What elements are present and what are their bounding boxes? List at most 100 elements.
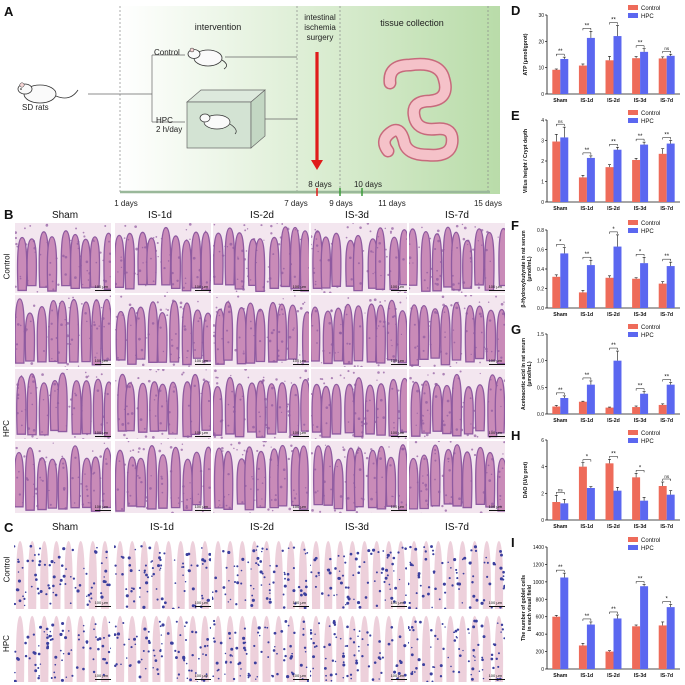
ab-row-control: Control <box>2 556 12 583</box>
y-tick-label: 200 <box>536 650 545 656</box>
bar-hpc <box>666 607 675 669</box>
day-label: 7 days <box>284 199 308 208</box>
sig-label: ** <box>558 565 563 571</box>
sig-bracket <box>582 256 592 260</box>
he-micrograph: 100 μm <box>408 222 506 294</box>
bar-control <box>578 65 587 94</box>
control-rat-icon <box>187 47 227 70</box>
sig-label: * <box>586 455 589 461</box>
sig-label: * <box>639 249 642 255</box>
sig-label: ns <box>558 487 564 492</box>
sig-label: ** <box>585 373 590 379</box>
day-label: 10 days <box>353 180 383 189</box>
bar-control <box>632 159 641 202</box>
he-micrograph: 100 μm <box>310 440 408 514</box>
sig-bracket <box>556 569 565 573</box>
sig-label: ns <box>664 46 670 51</box>
legend-swatch <box>628 430 638 435</box>
scale-bar: 100 μm <box>390 358 407 365</box>
y-tick-label: 10 <box>538 66 544 72</box>
sig-bracket <box>609 22 618 25</box>
x-tick-label: IS-3d <box>634 418 647 424</box>
y-tick-label: 0.2 <box>537 287 544 293</box>
bar-control <box>605 651 614 669</box>
bar-hpc <box>560 577 569 669</box>
ab-micrograph: 100 μm <box>14 610 111 682</box>
x-tick-label: IS-2d <box>607 524 620 530</box>
y-tick-label: 2 <box>541 159 544 165</box>
sig-bracket <box>609 611 618 614</box>
ab-micrograph: 100 μm <box>310 535 407 609</box>
y-tick-label: 1 <box>541 180 544 186</box>
bar-control <box>605 167 614 202</box>
sig-label: ** <box>558 388 563 394</box>
sig-label: * <box>639 465 642 471</box>
sig-label: * <box>666 597 669 603</box>
y-axis-label: β-Hydroxybutyrate in rat serum(μmol/mL) <box>521 230 533 308</box>
y-axis-label: Acetoacetic acid in rat serum(μmol/mL) <box>521 338 533 410</box>
sig-label: ** <box>638 576 643 582</box>
y-tick-label: 0 <box>541 92 544 98</box>
sig-bracket <box>609 347 618 351</box>
panel-label-a: A <box>4 4 14 19</box>
panel-label-f: F <box>511 218 519 233</box>
sig-bracket <box>556 123 565 127</box>
scale-bar: 100 μm <box>292 284 309 291</box>
day-label: 1 days <box>114 199 138 208</box>
day-label: 15 days <box>473 199 503 208</box>
y-tick-label: 0.6 <box>537 248 544 254</box>
chart-goblet: 0 200 400 600 800 1000 1200 1400 The number of g… <box>521 537 680 679</box>
day-label: 9 days <box>329 199 353 208</box>
bar-hpc <box>666 55 675 94</box>
bar-control <box>632 58 641 94</box>
he-micrograph: 100 μm <box>212 440 310 514</box>
bar-hpc <box>640 500 649 520</box>
legend-label: HPC <box>641 546 654 552</box>
scale-bar: 100 μm <box>94 358 111 365</box>
ab-col-sham: Sham <box>51 522 79 533</box>
sig-label: ns <box>558 119 564 124</box>
scale-bar: 100 μm <box>94 504 111 511</box>
bar-hpc <box>613 36 622 94</box>
scale-bar: 100 μm <box>194 358 211 365</box>
he-micrograph: 100 μm <box>310 294 408 368</box>
sig-bracket <box>635 388 645 391</box>
sig-label: ** <box>585 148 590 154</box>
bar-hpc <box>666 494 675 520</box>
legend-swatch <box>628 220 638 225</box>
y-tick-label: 0.5 <box>537 385 544 391</box>
sig-bracket <box>609 144 618 147</box>
x-tick-label: IS-1d <box>581 206 594 212</box>
panel-label-i: I <box>511 535 515 550</box>
scale-bar: 100 μm <box>488 504 505 511</box>
y-tick-label: 20 <box>538 39 544 45</box>
y-tick-label: 0 <box>541 667 544 673</box>
he-micrograph: 100 μm <box>114 440 212 514</box>
y-tick-label: 400 <box>536 632 545 638</box>
surgery-label-2: ischemia <box>304 23 336 32</box>
he-micrograph: 100 μm <box>14 440 112 514</box>
he-micrograph: 100 μm <box>114 294 212 368</box>
y-tick-label: 0.0 <box>537 412 544 418</box>
sig-label: * <box>559 240 562 246</box>
bar-hpc <box>586 384 595 414</box>
sig-label: ** <box>664 133 669 139</box>
chart-bhb: 0.0 0.2 0.4 0.6 0.8 β-Hydroxybutyrate in rat … <box>521 220 680 318</box>
surgery-label-1: intestinal <box>304 13 336 22</box>
sig-label: ** <box>638 384 643 390</box>
scale-bar: 100 μm <box>292 430 309 437</box>
sig-bracket <box>582 618 592 621</box>
scale-bar: 100 μm <box>292 358 309 365</box>
scale-bar: 100 μm <box>94 600 111 607</box>
scale-bar: 100 μm <box>390 600 407 607</box>
bar-hpc <box>586 265 595 308</box>
bar-control <box>552 69 561 94</box>
sig-bracket <box>556 244 565 247</box>
sig-bracket <box>609 231 618 234</box>
sig-label: ** <box>558 49 563 55</box>
sig-bracket <box>662 258 671 262</box>
y-axis-label: The number of goblet cellsin each visual… <box>521 575 533 641</box>
y-tick-label: 4 <box>541 118 544 124</box>
he-micrograph: 100 μm <box>114 368 212 440</box>
ab-micrograph: 100 μm <box>114 535 211 609</box>
